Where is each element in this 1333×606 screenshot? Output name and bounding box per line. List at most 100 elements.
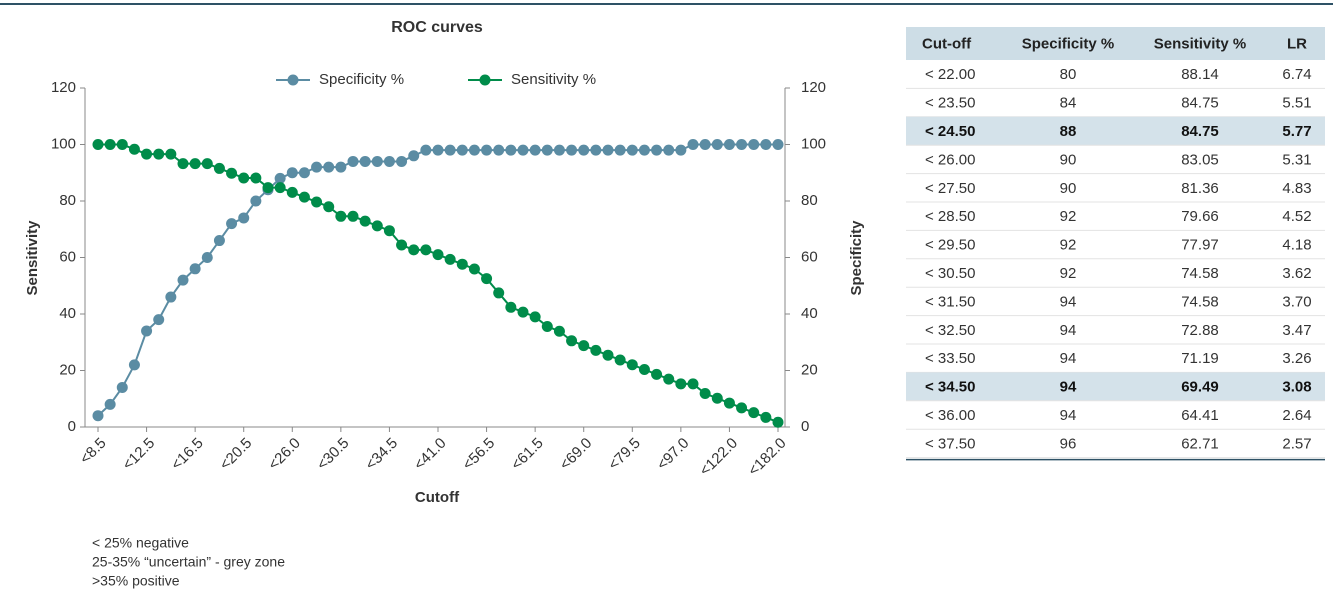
x-tick-label: <69.0	[556, 435, 595, 474]
table-cell: 94	[1060, 407, 1077, 424]
y2-tick-label: 0	[801, 418, 809, 435]
x-tick-label: <8.5	[77, 435, 110, 468]
note: < 25% negative	[92, 535, 189, 551]
point	[250, 195, 262, 207]
x-tick-label: <41.0	[411, 435, 450, 474]
point	[553, 325, 565, 337]
point	[699, 387, 711, 399]
point	[347, 210, 359, 222]
point	[165, 148, 177, 160]
table-cell: 2.64	[1282, 407, 1311, 424]
point	[165, 291, 177, 303]
point	[602, 144, 614, 156]
y2-tick-label: 80	[801, 192, 818, 209]
y-tick-label: 120	[51, 79, 76, 96]
table-cell: 3.47	[1282, 322, 1311, 339]
point	[468, 263, 480, 275]
point	[711, 139, 723, 150]
point	[201, 158, 213, 170]
point	[553, 144, 565, 156]
table-header: LR	[1287, 35, 1307, 52]
x-axis-title: Cutoff	[415, 489, 460, 506]
y-tick-label: 100	[51, 135, 76, 152]
y2-tick-label: 60	[801, 248, 818, 265]
point	[311, 161, 323, 173]
table-cell: < 33.50	[925, 350, 975, 367]
point	[311, 196, 323, 208]
legend-marker	[287, 74, 299, 86]
point	[517, 306, 529, 318]
point	[104, 139, 116, 150]
point	[566, 144, 578, 156]
y2-tick-label: 40	[801, 305, 818, 322]
point	[723, 397, 735, 409]
point	[760, 139, 772, 150]
y-tick-label: 0	[68, 418, 76, 435]
note: 25-35% “uncertain” - grey zone	[92, 554, 285, 570]
table-header: Specificity %	[1022, 35, 1115, 52]
point	[213, 162, 225, 174]
y2-axis-title: Specificity	[848, 220, 865, 296]
point	[335, 161, 347, 173]
point	[396, 155, 408, 167]
table-cell: 94	[1060, 350, 1077, 367]
table-cell: 71.19	[1181, 350, 1219, 367]
table-cell: 92	[1060, 208, 1077, 225]
point	[226, 167, 238, 179]
table-cell: 5.31	[1282, 151, 1311, 168]
point	[432, 144, 444, 156]
point	[128, 143, 140, 155]
point	[541, 144, 553, 156]
table-cell: 3.08	[1282, 379, 1311, 396]
point	[772, 139, 784, 150]
point	[481, 144, 493, 156]
x-tick-label: <122.0	[696, 435, 741, 480]
y2-tick-label: 20	[801, 361, 818, 378]
x-tick-label: <16.5	[168, 435, 207, 474]
point	[177, 274, 189, 286]
point	[614, 144, 626, 156]
point	[250, 172, 262, 184]
row-highlight	[906, 116, 1325, 146]
table-cell: < 26.00	[925, 151, 975, 168]
point	[651, 144, 663, 156]
point	[602, 349, 614, 361]
x-tick-label: <34.5	[362, 435, 401, 474]
point	[687, 139, 699, 150]
legend-marker	[479, 74, 491, 86]
point	[298, 167, 310, 179]
table-cell: < 27.50	[925, 180, 975, 197]
point	[614, 354, 626, 366]
table-cell: 3.62	[1282, 265, 1311, 282]
table-cell: < 24.50	[925, 123, 975, 140]
table-cell: 81.36	[1181, 180, 1219, 197]
table-cell: < 28.50	[925, 208, 975, 225]
point	[274, 172, 286, 184]
point	[578, 144, 590, 156]
note: >35% positive	[92, 573, 180, 589]
table-cell: < 32.50	[925, 322, 975, 339]
point	[153, 314, 165, 326]
x-tick-label: <30.5	[314, 435, 353, 474]
table-cell: 72.88	[1181, 322, 1219, 339]
point	[92, 139, 104, 150]
point	[541, 320, 553, 332]
series-line	[97, 143, 778, 417]
point	[274, 182, 286, 194]
table-cell: 94	[1060, 322, 1077, 339]
table-cell: 96	[1060, 435, 1077, 452]
row-highlight	[906, 372, 1325, 401]
point	[238, 212, 250, 224]
point	[383, 155, 395, 167]
point	[481, 273, 493, 285]
table-cell: < 34.50	[925, 379, 975, 396]
point	[675, 378, 687, 390]
point	[226, 218, 238, 230]
point	[760, 411, 772, 423]
point	[590, 144, 602, 156]
point	[383, 225, 395, 237]
point	[566, 335, 578, 347]
table-cell: 5.51	[1282, 95, 1311, 112]
point	[772, 416, 784, 428]
point	[675, 144, 687, 156]
